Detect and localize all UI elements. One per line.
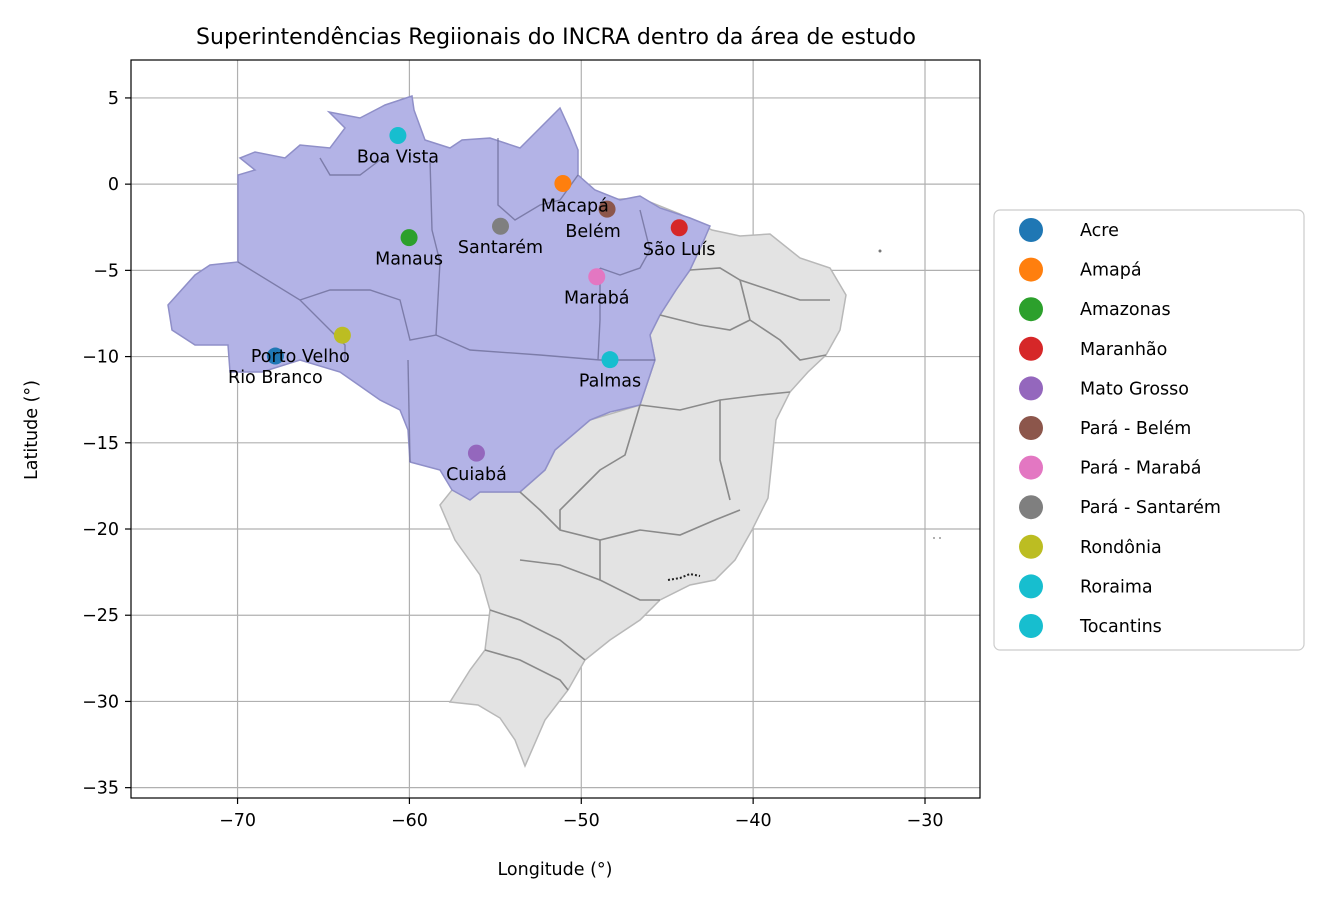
x-axis-label: Longitude (°) bbox=[497, 860, 612, 880]
y-axis-ticks: 5 0 −5 −10 −15 −20 −25 −30 −35 bbox=[82, 89, 131, 799]
x-tick-label: −30 bbox=[907, 811, 944, 831]
x-tick-label: −60 bbox=[391, 811, 428, 831]
legend-marker bbox=[1019, 218, 1043, 242]
legend-label: Roraima bbox=[1080, 577, 1153, 597]
legend-marker bbox=[1019, 336, 1043, 361]
y-tick-label: −35 bbox=[82, 779, 119, 799]
legend-marker bbox=[1019, 574, 1043, 599]
capital-point bbox=[554, 174, 572, 192]
legend-marker bbox=[1019, 297, 1043, 322]
capital-label: Belém bbox=[565, 222, 620, 242]
legend-marker bbox=[1019, 614, 1043, 638]
capital-label: Santarém bbox=[458, 238, 543, 258]
capital-label: Macapá bbox=[541, 196, 609, 216]
x-tick-label: −50 bbox=[563, 811, 600, 831]
island-marker bbox=[933, 537, 935, 539]
capital-labels: Rio Branco Macapá Manaus São Luís Cuiabá Belé… bbox=[228, 148, 716, 486]
legend-label: Pará - Marabá bbox=[1080, 459, 1201, 479]
x-axis-ticks: −70 −60 −50 −40 −30 bbox=[219, 798, 943, 831]
capital-point bbox=[670, 219, 688, 237]
legend-box bbox=[993, 209, 1305, 651]
capital-point bbox=[467, 444, 485, 462]
capital-label: Boa Vista bbox=[357, 148, 439, 168]
legend-marker bbox=[1019, 376, 1043, 401]
capital-label: São Luís bbox=[643, 240, 716, 260]
capital-label: Manaus bbox=[375, 250, 443, 270]
capital-point bbox=[588, 268, 606, 286]
capital-label: Porto Velho bbox=[251, 347, 350, 367]
capital-label: Rio Branco bbox=[228, 368, 323, 388]
y-tick-label: −5 bbox=[93, 261, 119, 281]
coastal-islands bbox=[667, 572, 701, 581]
legend-label: Rondônia bbox=[1080, 538, 1162, 558]
y-tick-label: −15 bbox=[82, 434, 119, 454]
state-borders-outside bbox=[484, 267, 830, 691]
y-tick-label: −20 bbox=[82, 520, 119, 540]
capital-label: Palmas bbox=[579, 372, 641, 392]
brazil-outside-study-area bbox=[439, 197, 847, 768]
plot-frame bbox=[130, 59, 981, 799]
capital-points bbox=[266, 127, 688, 462]
capital-point bbox=[333, 326, 351, 344]
y-tick-label: 0 bbox=[108, 175, 119, 195]
legend-marker bbox=[1019, 534, 1043, 559]
legend-label: Tocantins bbox=[1079, 617, 1162, 637]
plot-area: Rio Branco Macapá Manaus São Luís Cuiabá Belé… bbox=[130, 59, 981, 799]
y-tick-label: −10 bbox=[82, 348, 119, 368]
legend-items: Acre Amapá Amazonas Maranhão Mato Grosso Pará… bbox=[1019, 218, 1221, 638]
y-tick-label: −30 bbox=[82, 692, 119, 712]
y-axis-label: Latitude (°) bbox=[22, 380, 42, 480]
capital-point bbox=[400, 229, 418, 247]
legend-marker bbox=[1019, 416, 1043, 440]
x-tick-label: −70 bbox=[219, 811, 256, 831]
capital-point bbox=[492, 217, 510, 235]
legend-label: Amapá bbox=[1080, 261, 1142, 281]
island-marker bbox=[939, 537, 941, 539]
capital-point bbox=[266, 347, 284, 365]
legend-label: Maranhão bbox=[1080, 340, 1167, 360]
legend-label: Pará - Santarém bbox=[1080, 498, 1221, 518]
legend-marker bbox=[1019, 495, 1043, 520]
y-tick-label: −25 bbox=[82, 606, 119, 626]
capital-point bbox=[598, 200, 616, 218]
chart-title: Superintendências Regiionais do INCRA de… bbox=[196, 25, 916, 50]
capital-point bbox=[389, 127, 407, 145]
study-area-legal-amazon bbox=[167, 95, 711, 501]
y-tick-label: 5 bbox=[108, 89, 119, 109]
legend-label: Pará - Belém bbox=[1080, 419, 1191, 439]
x-tick-label: −40 bbox=[735, 811, 772, 831]
legend-label: Acre bbox=[1080, 221, 1119, 241]
legend: Acre Amapá Amazonas Maranhão Mato Grosso Pará… bbox=[993, 209, 1305, 651]
legend-label: Amazonas bbox=[1080, 300, 1171, 320]
island-marker bbox=[878, 249, 882, 253]
legend-label: Mato Grosso bbox=[1080, 379, 1189, 399]
capital-label: Marabá bbox=[564, 289, 630, 309]
legend-marker bbox=[1019, 455, 1043, 480]
legend-marker bbox=[1019, 257, 1043, 282]
capital-label: Cuiabá bbox=[446, 465, 507, 485]
capital-point bbox=[601, 351, 619, 369]
